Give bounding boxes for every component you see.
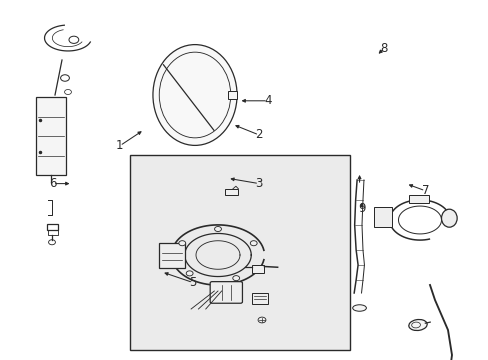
Circle shape — [250, 241, 257, 246]
Ellipse shape — [441, 209, 456, 227]
Bar — [373, 207, 391, 227]
Bar — [227, 91, 236, 99]
Text: 9: 9 — [357, 202, 365, 215]
Bar — [47, 224, 58, 230]
Text: 4: 4 — [264, 94, 271, 107]
Ellipse shape — [408, 319, 427, 330]
Circle shape — [232, 276, 239, 281]
Circle shape — [214, 226, 221, 231]
Ellipse shape — [352, 305, 366, 311]
Text: 7: 7 — [421, 184, 428, 197]
Bar — [159, 243, 184, 267]
Bar — [36, 97, 66, 175]
Text: 2: 2 — [255, 129, 263, 141]
Bar — [408, 195, 428, 203]
Circle shape — [179, 241, 185, 246]
Text: 1: 1 — [116, 139, 123, 152]
Bar — [252, 265, 264, 273]
Bar — [130, 155, 349, 350]
Text: 5: 5 — [189, 276, 197, 289]
Ellipse shape — [153, 45, 237, 145]
Text: 6: 6 — [49, 177, 57, 190]
Circle shape — [258, 317, 265, 323]
Text: 8: 8 — [379, 42, 387, 55]
Circle shape — [186, 271, 193, 276]
Text: 3: 3 — [255, 177, 263, 190]
Bar — [252, 293, 267, 304]
Bar — [224, 189, 238, 195]
FancyBboxPatch shape — [210, 282, 242, 303]
